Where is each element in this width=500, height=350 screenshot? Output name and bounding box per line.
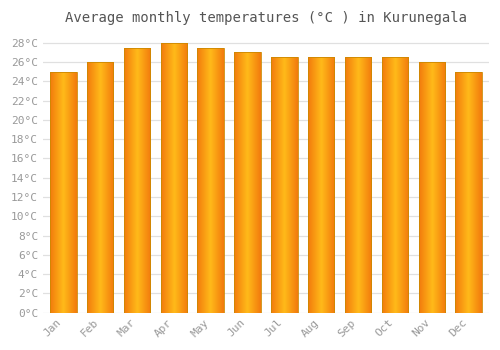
- Title: Average monthly temperatures (°C ) in Kurunegala: Average monthly temperatures (°C ) in Ku…: [65, 11, 467, 25]
- Bar: [87, 62, 114, 313]
- Bar: [271, 57, 297, 313]
- Bar: [50, 72, 76, 313]
- Bar: [308, 57, 334, 313]
- Bar: [456, 72, 482, 313]
- Bar: [345, 57, 372, 313]
- Bar: [198, 48, 224, 313]
- Bar: [124, 48, 150, 313]
- Bar: [234, 52, 261, 313]
- Bar: [382, 57, 408, 313]
- Bar: [418, 62, 445, 313]
- Bar: [160, 43, 187, 313]
